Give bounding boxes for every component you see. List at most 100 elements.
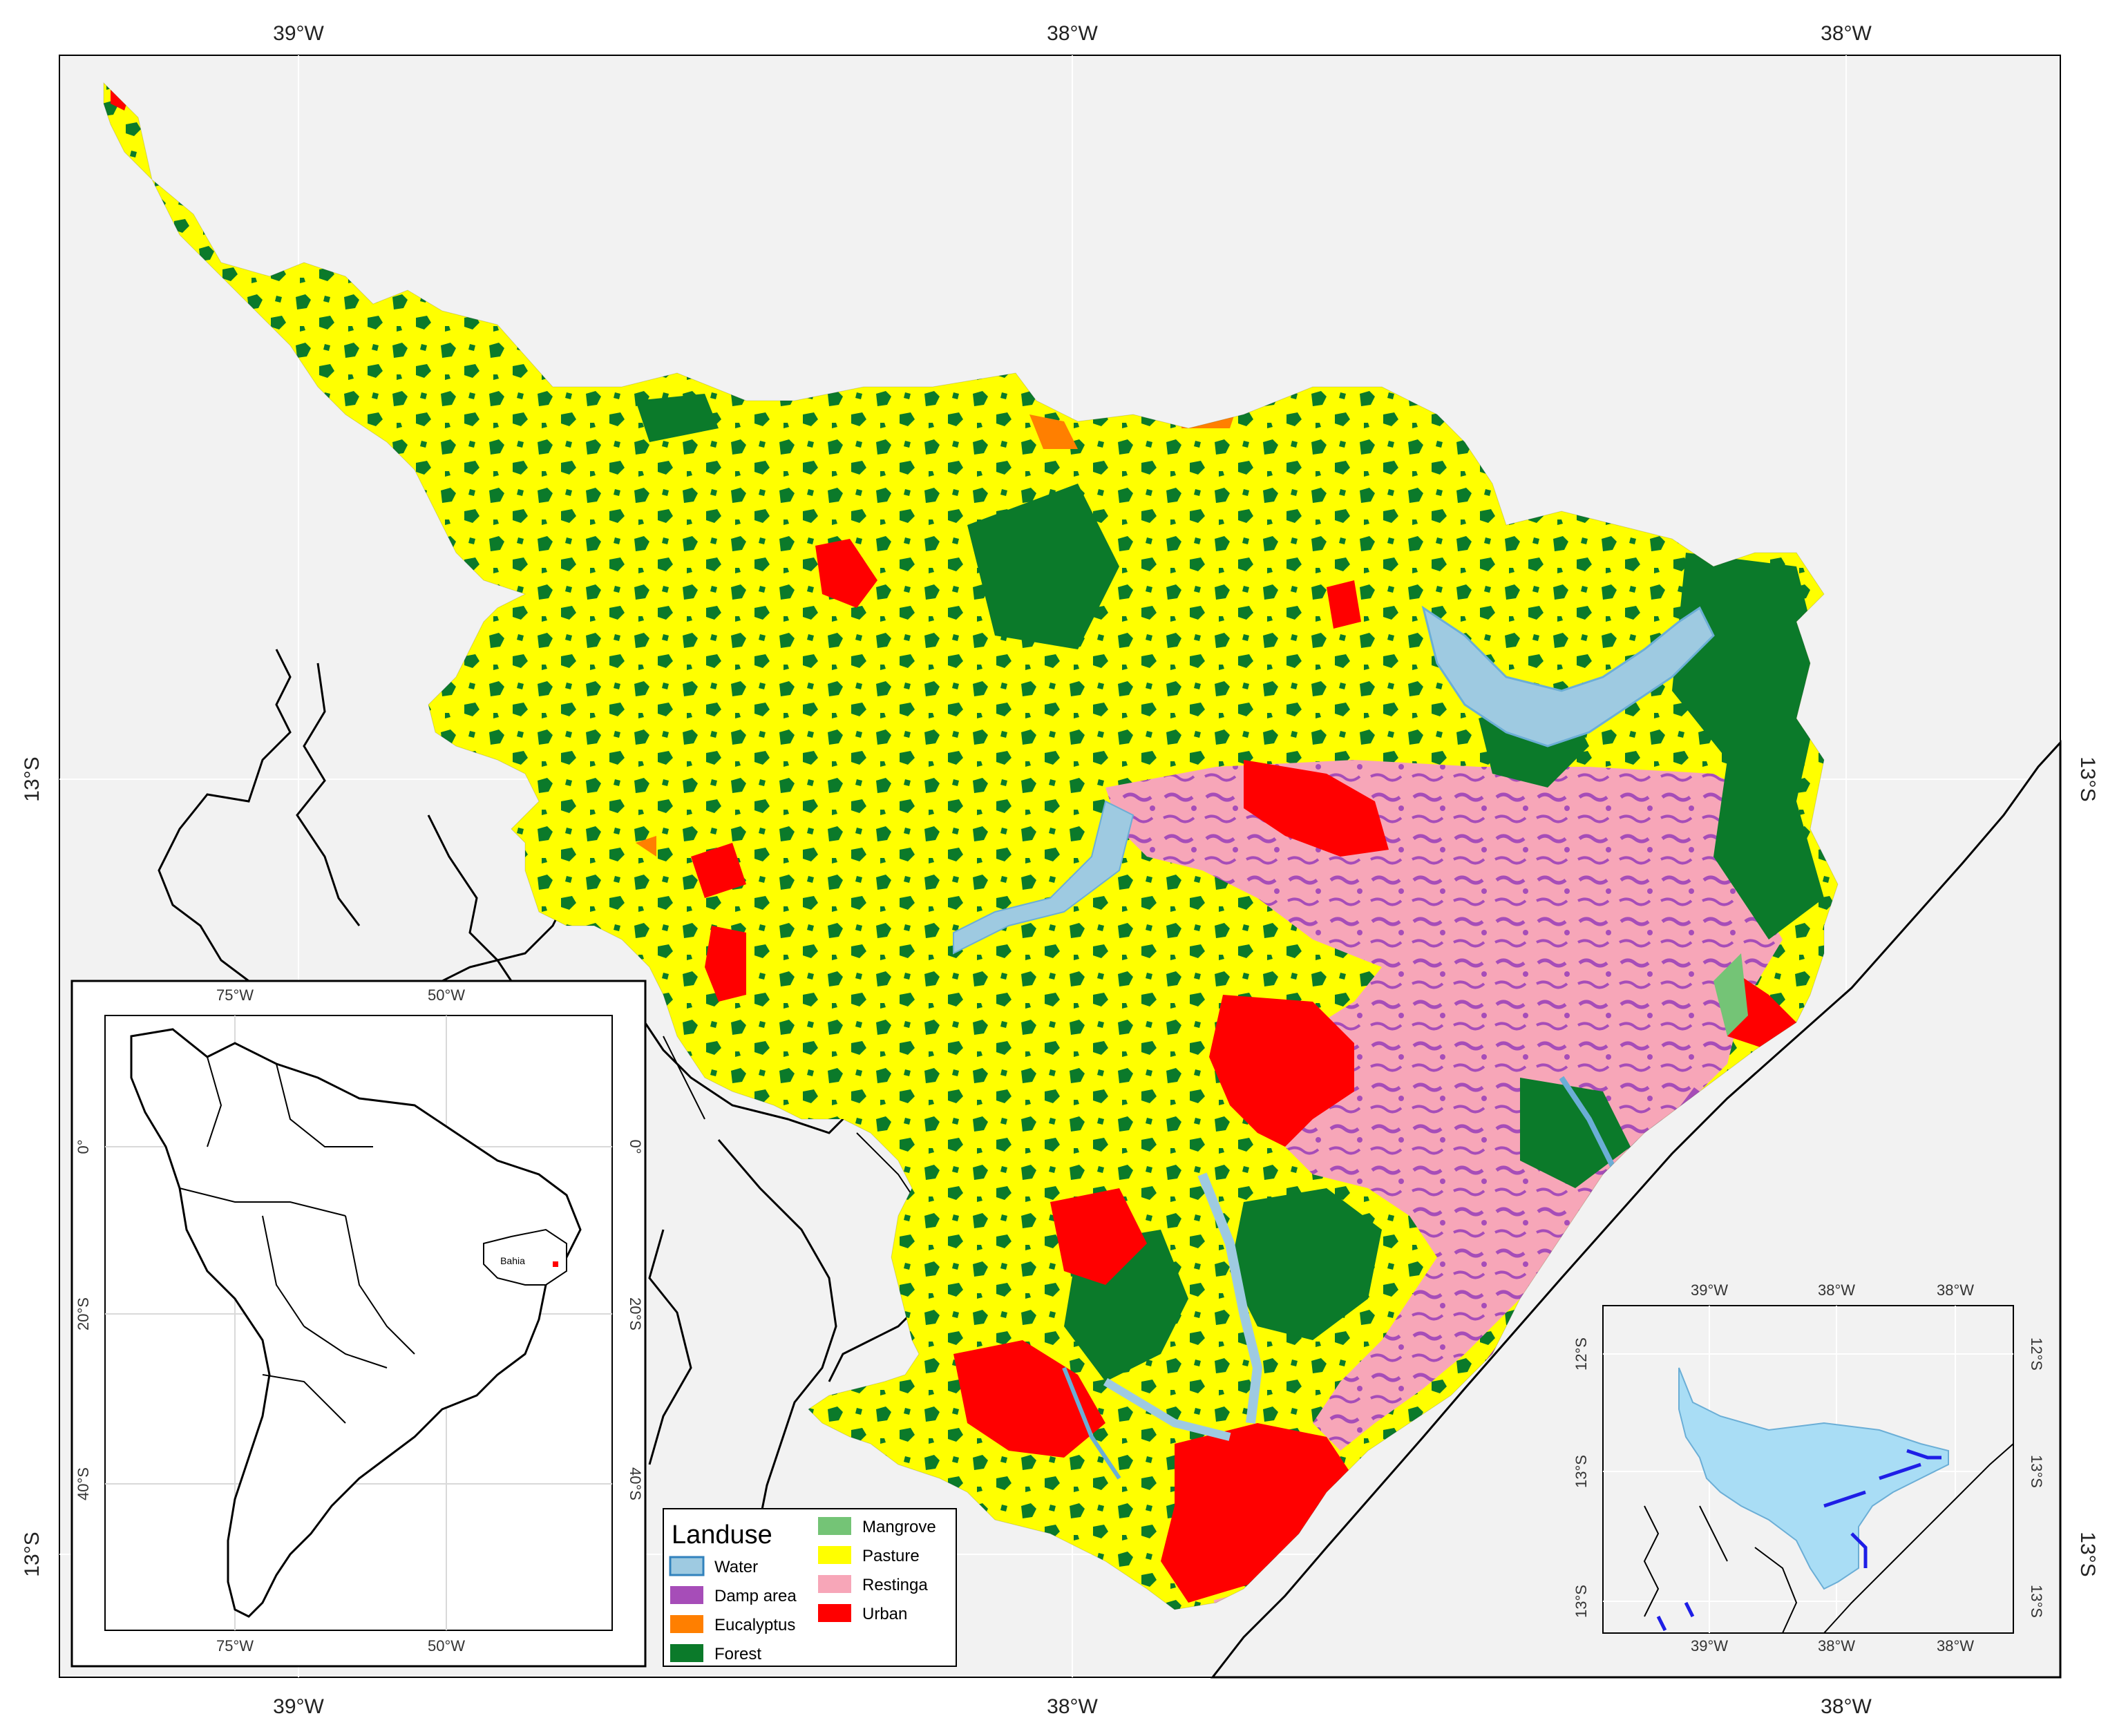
legend-item-mangrove: Mangrove — [818, 1517, 936, 1536]
legend-label-restinga: Restinga — [862, 1576, 928, 1594]
top-label-1: 39°W — [273, 22, 324, 45]
legend-label-eucalyptus: Eucalyptus — [714, 1616, 795, 1634]
sa-right-label-2: 20°S — [627, 1297, 644, 1330]
bottom-label-1: 39°W — [273, 1695, 324, 1718]
south-america-borders — [179, 1056, 415, 1424]
legend-label-mangrove: Mangrove — [862, 1518, 936, 1536]
bottom-label-3: 38°W — [1821, 1695, 1872, 1718]
loc-left-label-1: 12°S — [1573, 1337, 1590, 1371]
sa-top-label-2: 50°W — [428, 986, 465, 1004]
urban-patch — [953, 1340, 1105, 1458]
legend-item-urban: Urban — [818, 1604, 907, 1623]
locator-basin — [1678, 1367, 1949, 1590]
sa-left-label-3: 40°S — [75, 1467, 92, 1500]
south-america-inset: Bahia 75°W 50°W 75°W 50°W 0° 20°S 40°S 0… — [70, 980, 647, 1668]
loc-right-label-2: 13°S — [2028, 1455, 2045, 1488]
south-america-axis-labels: 75°W 50°W 75°W 50°W 0° 20°S 40°S 0° 20°S… — [75, 986, 644, 1654]
loc-left-label-3: 13°S — [1573, 1585, 1590, 1618]
loc-right-label-3: 13°S — [2028, 1585, 2045, 1618]
legend-box — [663, 1508, 957, 1667]
coast-detail-1 — [296, 662, 513, 982]
right-label-1: 13°S — [2076, 756, 2099, 801]
legend-label-urban: Urban — [862, 1605, 907, 1623]
right-label-2: 13°S — [2076, 1532, 2099, 1576]
legend-title: Landuse — [672, 1520, 772, 1549]
bahia-label: Bahia — [500, 1255, 525, 1266]
legend-swatch-damp-area — [670, 1586, 703, 1604]
legend-label-damp-area: Damp area — [714, 1587, 797, 1605]
sa-right-label-1: 0° — [627, 1139, 644, 1154]
mangrove-patch — [1713, 953, 1748, 1036]
sa-top-label-1: 75°W — [216, 986, 254, 1004]
water-river — [1062, 1366, 1121, 1480]
legend-item-damp-area: Damp area — [670, 1586, 797, 1605]
urban-patch — [705, 926, 746, 1002]
main-axis-labels: 39°W 38°W 38°W 39°W 38°W 38°W 13°S 13°S … — [21, 22, 2099, 1718]
locator-coast — [1643, 1505, 1798, 1634]
left-label-1: 13°S — [21, 756, 44, 801]
loc-right-label-1: 12°S — [2028, 1337, 2045, 1371]
urban-patch — [1209, 995, 1354, 1147]
left-label-2: 13°S — [21, 1532, 44, 1576]
urban-patch — [1050, 1188, 1147, 1285]
loc-bottom-label-3: 38°W — [1937, 1637, 1974, 1654]
urban-patch — [1327, 580, 1361, 629]
eucalyptus-patch — [1029, 414, 1078, 449]
legend-label-water: Water — [714, 1558, 758, 1576]
water-river — [1197, 1172, 1263, 1424]
locator-river-west — [1656, 1601, 1695, 1632]
legend-item-pasture: Pasture — [818, 1546, 920, 1565]
forest-patch — [636, 394, 719, 442]
south-america-outline — [130, 1028, 582, 1618]
urban-patch — [691, 843, 746, 898]
loc-top-label-2: 38°W — [1818, 1281, 1855, 1299]
eucalyptus-patch — [636, 836, 656, 857]
legend-swatch-restinga — [818, 1575, 851, 1593]
legend-label-pasture: Pasture — [862, 1547, 920, 1565]
forest-patch — [1230, 1188, 1382, 1340]
legend-swatch-pasture — [818, 1546, 851, 1564]
legend-item-water: Water — [669, 1556, 758, 1576]
loc-bottom-label-2: 38°W — [1818, 1637, 1855, 1654]
loc-top-label-3: 38°W — [1937, 1281, 1974, 1299]
forest-patch — [967, 484, 1119, 649]
water-reservoir — [1421, 605, 1715, 747]
legend-swatch-water — [669, 1556, 705, 1576]
top-label-3: 38°W — [1821, 22, 1872, 45]
sa-left-label-1: 0° — [75, 1139, 92, 1154]
locator-inset: 39°W 38°W 38°W 39°W 38°W 38°W 12°S 13°S … — [1573, 1281, 2045, 1654]
legend-swatch-urban — [818, 1604, 851, 1622]
water-river — [1103, 1377, 1231, 1441]
study-area-marker — [553, 1261, 558, 1267]
urban-patch — [1244, 760, 1389, 857]
loc-bottom-label-1: 39°W — [1691, 1637, 1728, 1654]
sa-right-label-3: 40°S — [627, 1467, 644, 1500]
legend-label-forest: Forest — [714, 1645, 761, 1663]
legend-swatch-forest — [670, 1644, 703, 1662]
forest-patch — [1672, 553, 1824, 939]
legend-item-eucalyptus: Eucalyptus — [670, 1615, 795, 1634]
legend: Landuse Water Damp area Eucalyptus Fores… — [663, 1508, 957, 1667]
restinga-region — [1105, 760, 1783, 1451]
locator-ocean-land — [1822, 1442, 2014, 1634]
legend-swatch-eucalyptus — [670, 1615, 703, 1633]
legend-item-restinga: Restinga — [818, 1575, 928, 1594]
locator-axis-labels: 39°W 38°W 38°W 39°W 38°W 38°W 12°S 13°S … — [1573, 1281, 2045, 1654]
urban-patch — [815, 539, 877, 608]
water-river — [953, 800, 1134, 955]
legend-item-forest: Forest — [670, 1644, 761, 1663]
forest-patch — [1520, 1078, 1631, 1188]
bahia-outline — [483, 1228, 567, 1286]
sa-bottom-label-1: 75°W — [216, 1637, 254, 1654]
water-river — [1559, 1076, 1620, 1176]
legend-swatch-mangrove — [818, 1517, 851, 1535]
urban-patch — [1161, 1423, 1354, 1603]
sa-left-label-2: 20°S — [75, 1297, 92, 1330]
sa-bottom-label-2: 50°W — [428, 1637, 465, 1654]
locator-river — [1823, 1449, 1941, 1568]
bottom-label-2: 38°W — [1047, 1695, 1098, 1718]
top-label-2: 38°W — [1047, 22, 1098, 45]
loc-top-label-1: 39°W — [1691, 1281, 1728, 1299]
loc-left-label-2: 13°S — [1573, 1455, 1590, 1488]
